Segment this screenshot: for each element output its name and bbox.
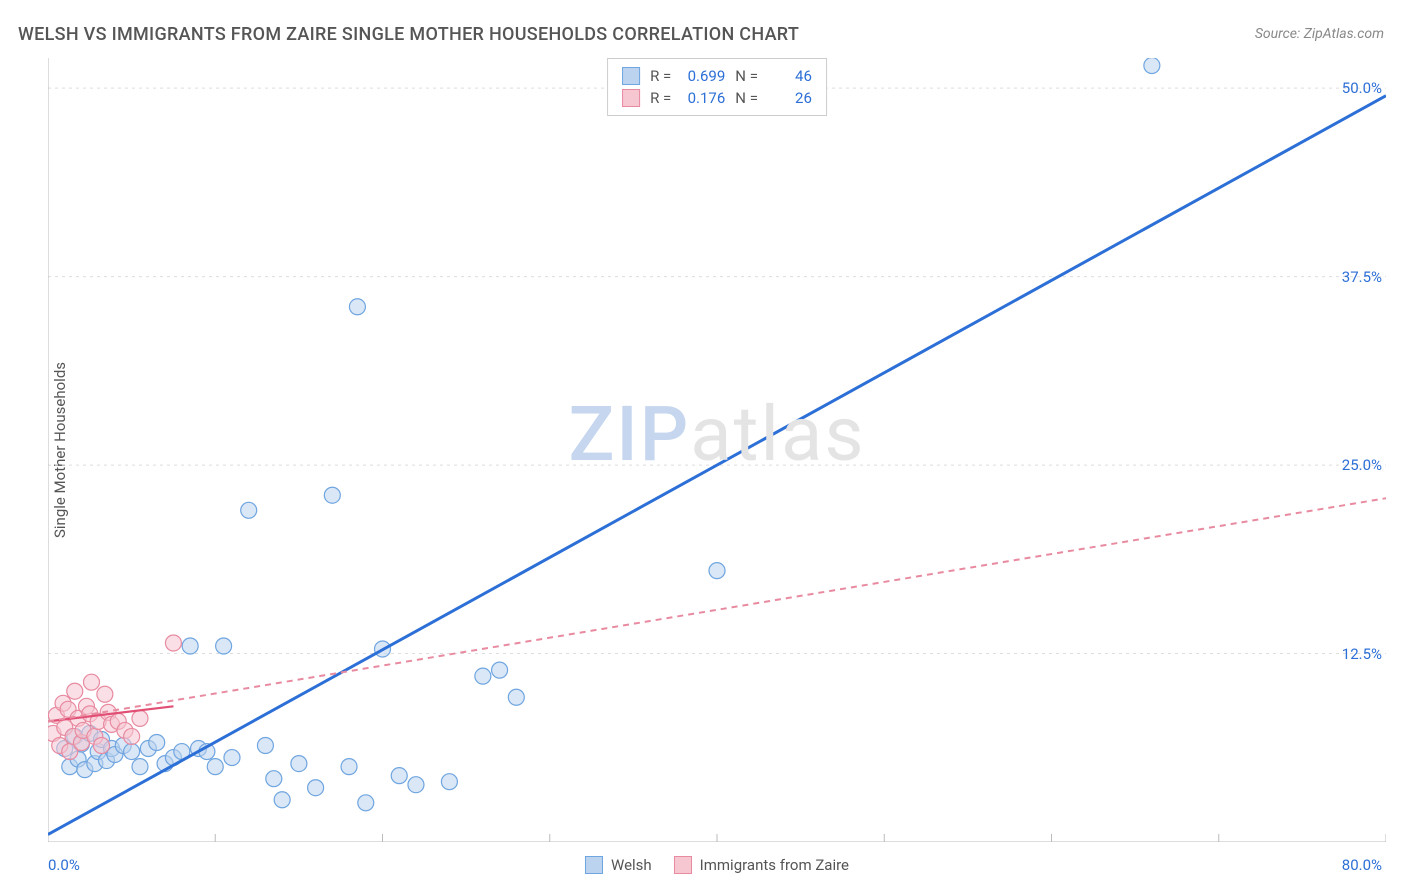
source-attribution: Source: ZipAtlas.com — [1255, 26, 1384, 42]
legend-label-welsh: Welsh — [611, 856, 652, 874]
legend-row-zaire: R = 0.176 N = 26 — [622, 87, 812, 109]
n-value-welsh: 46 — [764, 67, 812, 85]
swatch-welsh — [585, 856, 603, 874]
r-value-zaire: 0.176 — [677, 89, 725, 107]
r-value-welsh: 0.699 — [677, 67, 725, 85]
x-origin-label: 0.0% — [48, 856, 80, 874]
swatch-zaire — [674, 856, 692, 874]
y-tick-label: 50.0% — [1342, 79, 1382, 97]
r-label: R = — [650, 89, 671, 107]
chart-area: Single Mother Households ZIPatlas R = 0.… — [48, 58, 1386, 842]
scatter-plot — [48, 58, 1386, 842]
correlation-legend: R = 0.699 N = 46 R = 0.176 N = 26 — [607, 58, 827, 116]
x-max-label: 80.0% — [1342, 856, 1382, 874]
y-tick-label: 25.0% — [1342, 456, 1382, 474]
series-legend: Welsh Immigrants from Zaire — [585, 856, 849, 874]
legend-item-welsh: Welsh — [585, 856, 652, 874]
n-label: N = — [735, 89, 758, 107]
legend-item-zaire: Immigrants from Zaire — [674, 856, 849, 874]
y-tick-label: 37.5% — [1342, 268, 1382, 286]
swatch-welsh — [622, 67, 640, 85]
n-value-zaire: 26 — [764, 89, 812, 107]
chart-title: WELSH VS IMMIGRANTS FROM ZAIRE SINGLE MO… — [18, 24, 799, 45]
legend-label-zaire: Immigrants from Zaire — [700, 856, 849, 874]
swatch-zaire — [622, 89, 640, 107]
legend-row-welsh: R = 0.699 N = 46 — [622, 65, 812, 87]
y-tick-label: 12.5% — [1342, 645, 1382, 663]
r-label: R = — [650, 67, 671, 85]
n-label: N = — [735, 67, 758, 85]
